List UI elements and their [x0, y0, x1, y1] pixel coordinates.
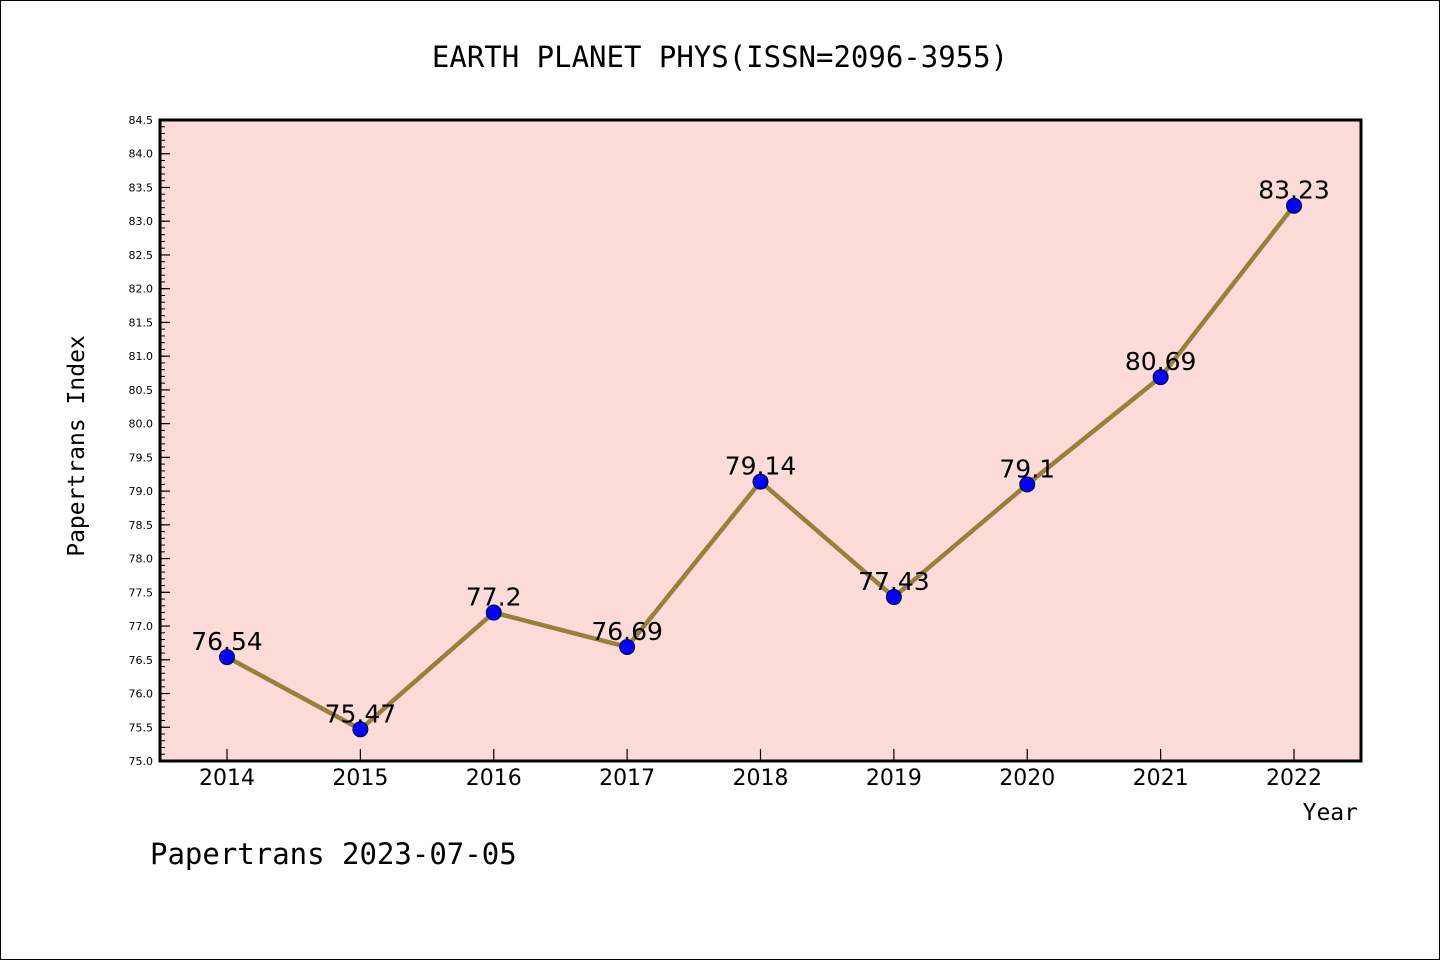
x-tick-label: 2022	[1266, 766, 1322, 791]
x-tick-label: 2019	[866, 766, 922, 791]
data-point-2015	[352, 721, 369, 738]
y-tick-label: 84.0	[129, 148, 154, 161]
data-label-2021: 80.69	[1125, 347, 1197, 376]
data-markers	[219, 197, 1302, 738]
data-point-2014	[219, 649, 235, 666]
y-tick-label: 83.5	[129, 181, 154, 194]
y-tick-label: 75.5	[129, 721, 154, 734]
plot-area	[160, 120, 1361, 761]
data-label-2018: 79.14	[725, 452, 797, 481]
y-tick-label: 76.0	[129, 688, 154, 701]
data-label-2015: 75.47	[325, 699, 397, 728]
x-tick-label: 2016	[466, 766, 522, 791]
chart-title: EARTH PLANET PHYS(ISSN=2096-3955)	[432, 40, 1008, 74]
y-tick-label: 83.0	[129, 215, 154, 228]
y-tick-label: 80.5	[129, 384, 154, 397]
data-point-2020	[1019, 476, 1036, 493]
data-point-2022	[1286, 197, 1302, 214]
data-label-2014: 76.54	[191, 627, 263, 656]
y-tick-label: 79.0	[129, 485, 154, 498]
x-tick-label: 2018	[733, 766, 789, 791]
data-point-2019	[885, 589, 902, 606]
data-labels: 76.54 75.47 77.2 76.69 79.14 77.43 79.1 80.69 83…	[191, 176, 1330, 729]
y-tick-label: 75.0	[129, 755, 154, 768]
y-tick-label: 77.0	[129, 620, 154, 633]
y-tick-label: 76.5	[129, 654, 154, 667]
x-tick-label: 2014	[199, 766, 255, 791]
x-tick-label: 2020	[999, 766, 1055, 791]
data-point-2021	[1152, 369, 1169, 386]
y-tick-label: 81.5	[129, 316, 154, 329]
x-tick-label: 2015	[332, 766, 388, 791]
data-label-2017: 76.69	[591, 617, 663, 646]
y-tick-label: 79.5	[129, 451, 154, 464]
y-tick-label: 82.5	[129, 249, 154, 262]
y-tick-label: 78.0	[129, 553, 154, 566]
y-tick-label: 78.5	[129, 519, 154, 532]
x-axis-label: Year	[1303, 800, 1358, 826]
y-tick-label: 80.0	[129, 418, 154, 431]
data-label-2019: 77.43	[858, 567, 930, 596]
y-tick-label: 81.0	[129, 350, 154, 363]
footer-credit: Papertrans 2023-07-05	[150, 837, 517, 871]
x-axis-ticks: 2014 2015 2016 2017 2018 2019 2020 2021 2022	[199, 749, 1322, 791]
plot-border	[158, 118, 1363, 763]
data-point-2016	[485, 604, 502, 621]
x-tick-label: 2017	[599, 766, 655, 791]
data-label-2020: 79.1	[999, 454, 1055, 483]
data-point-2017	[619, 638, 636, 655]
y-tick-label: 84.5	[129, 114, 154, 127]
data-label-2016: 77.2	[466, 583, 522, 612]
y-tick-label: 82.0	[129, 283, 154, 296]
data-point-2018	[752, 473, 769, 490]
y-axis-label: Papertrans Index	[64, 335, 90, 557]
y-axis-ticks: 75.0 75.5 76.0 76.5 77.0 77.5 78.0 78.5 79.0 79.5…	[129, 114, 170, 768]
y-tick-label: 77.5	[129, 586, 154, 599]
x-tick-label: 2021	[1133, 766, 1189, 791]
data-label-2022: 83.23	[1258, 176, 1330, 205]
